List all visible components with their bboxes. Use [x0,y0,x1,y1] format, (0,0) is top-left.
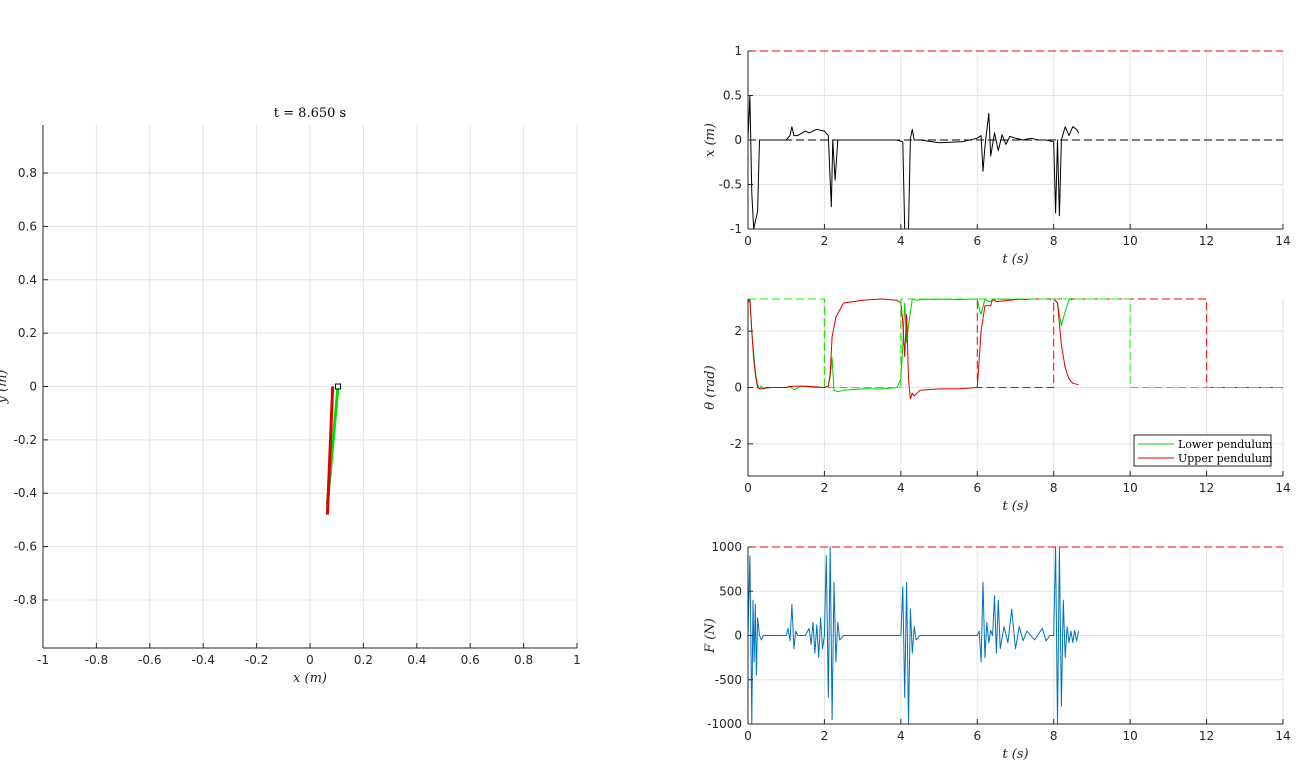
y-axis-label: θ (rad) [703,365,718,409]
x-tick-label: 2 [821,234,829,248]
cart-marker [335,383,342,390]
x-tick-label: 10 [1123,729,1138,743]
y-axis-label: x (m) [703,123,718,157]
y-tick-label: 1000 [711,540,742,554]
x-tick-label: 1 [573,653,581,667]
y-tick-label: 0.5 [723,89,742,103]
x-tick-label: -0.8 [85,653,108,667]
series-line-0 [747,95,1080,230]
x-tick-label: 14 [1275,481,1290,495]
series-line-2 [748,298,1283,388]
x-tick-label: 6 [973,729,981,743]
x-tick-label: 0.4 [407,653,426,667]
y-tick-label: -0.6 [14,540,37,554]
x-axis-label: t (s) [1002,499,1028,514]
x-tick-label: 8 [1050,729,1058,743]
y-tick-label: -500 [715,673,742,687]
x-tick-label: 10 [1123,234,1138,248]
x-tick-label: 6 [973,234,981,248]
axes-1: 0 2 4 6 8 10 12 14 -1 -0.5 0 0.5 1 t (s) x (m) [703,44,1291,267]
x-axis-label: x (m) [293,671,327,686]
y-tick-label: 0 [734,629,742,643]
x-tick-label: -0.2 [245,653,268,667]
series-line-1 [325,386,335,515]
x-tick-label: 0.8 [514,653,533,667]
x-tick-label: 0.6 [461,653,480,667]
x-tick-label: 0 [744,234,752,248]
x-axis-label: t (s) [1002,252,1028,267]
y-axis-label: y (m) [0,370,10,405]
x-tick-label: 4 [897,729,905,743]
y-tick-label: 1 [734,44,742,58]
x-tick-label: 8 [1050,481,1058,495]
chart-title: t = 8.650 s [274,106,346,121]
x-tick-label: 0 [744,481,752,495]
y-tick-label: 0.6 [18,219,37,233]
legend-box [1133,434,1272,467]
x-tick-label: -0.6 [138,653,161,667]
x-tick-label: 12 [1199,729,1214,743]
axes-2: 0 2 4 6 8 10 12 14 -2 0 2 t (s) θ (rad) Lower pendulu… [703,298,1291,514]
y-tick-label: 0.4 [18,273,37,287]
y-tick-label: -1000 [707,717,742,731]
x-tick-label: 2 [821,481,829,495]
series-line-0 [747,546,1080,725]
x-tick-label: 0 [744,729,752,743]
y-tick-label: -1 [730,222,742,236]
y-tick-label: 0 [734,133,742,147]
x-tick-label: 2 [821,729,829,743]
x-tick-label: 14 [1275,234,1290,248]
y-tick-label: 0.2 [18,326,37,340]
axes-3: 0 2 4 6 8 10 12 14 -1000 -500 0 500 1000 t (s) F (N) [703,540,1291,762]
x-tick-label: 4 [897,481,905,495]
legend-label: Lower pendulum [1178,438,1273,451]
x-tick-label: 8 [1050,234,1058,248]
series-line-3 [748,298,1283,388]
x-tick-label: -0.4 [191,653,214,667]
x-tick-label: 12 [1199,481,1214,495]
x-tick-label: 0.2 [354,653,373,667]
y-tick-label: -0.4 [14,486,37,500]
y-tick-label: 2 [734,324,742,338]
x-tick-label: 4 [897,234,905,248]
y-tick-label: 0.8 [18,166,37,180]
y-tick-label: -0.5 [719,178,742,192]
y-tick-label: 500 [719,584,742,598]
y-tick-label: 0 [734,381,742,395]
x-tick-label: 10 [1123,481,1138,495]
legend-label: Upper pendulum [1178,452,1273,465]
x-tick-label: 14 [1275,729,1290,743]
x-tick-label: 6 [973,481,981,495]
y-tick-label: -2 [730,437,742,451]
x-tick-label: 12 [1199,234,1214,248]
x-tick-label: -1 [37,653,49,667]
series-group [747,298,1283,400]
series-group [325,386,340,515]
y-tick-label: -0.2 [14,433,37,447]
x-tick-label: 0 [306,653,314,667]
axes-0: -1 -0.8 -0.6 -0.4 -0.2 0 0.2 0.4 0.6 0.8 1 -0.8 -0.6… [0,106,581,686]
y-axis-label: F (N) [703,618,718,654]
x-axis-label: t (s) [1002,747,1028,762]
y-tick-label: 0 [29,380,37,394]
y-tick-label: -0.8 [14,593,37,607]
